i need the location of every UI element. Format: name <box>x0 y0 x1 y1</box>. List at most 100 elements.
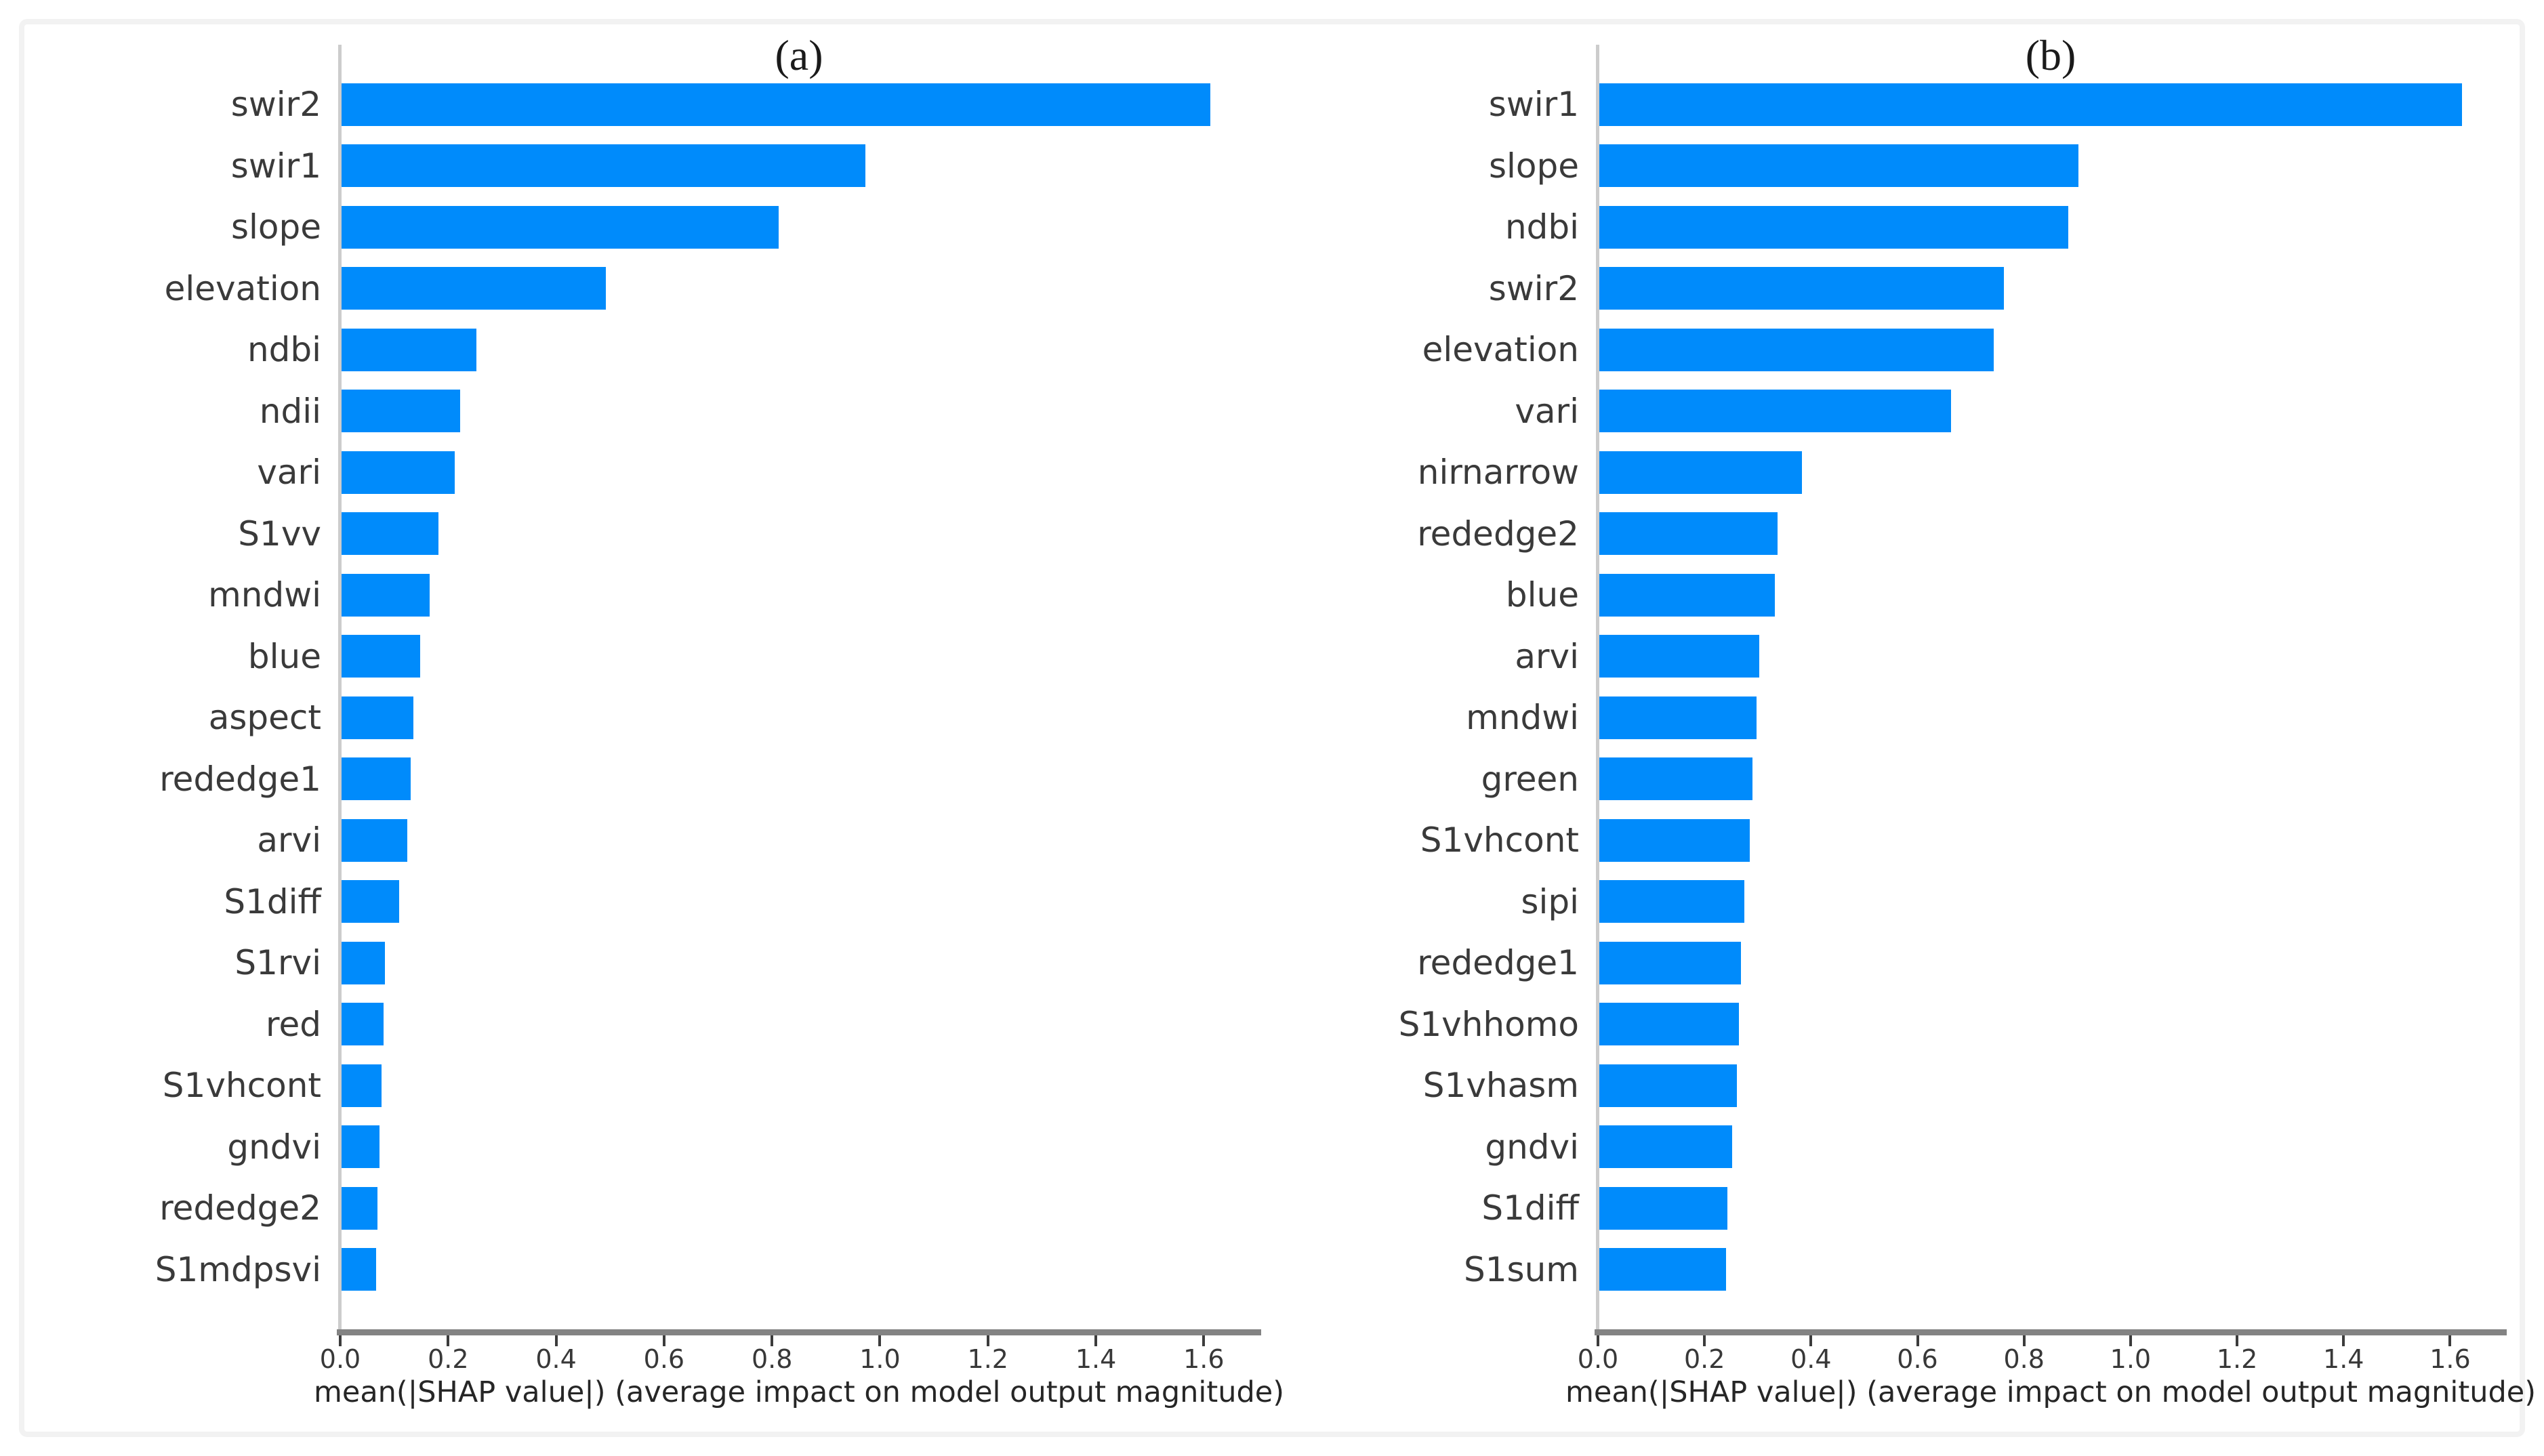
chart-b-y-axis-line <box>1596 45 1599 1329</box>
chart-b-bar-nirnarrow <box>1599 451 1802 494</box>
chart-a-x-tick-mark-1.4 <box>1094 1335 1098 1346</box>
chart-a-x-tick-label-0.2: 0.2 <box>428 1344 469 1374</box>
chart-a-category-label-vari: vari <box>257 453 321 492</box>
chart-a-x-tick-mark-1.6 <box>1202 1335 1206 1346</box>
chart-b-x-tick-label-1.0: 1.0 <box>2110 1344 2152 1374</box>
chart-b-x-tick-mark-1.4 <box>2342 1335 2345 1346</box>
chart-a-category-label-S1rvi: S1rvi <box>234 943 321 982</box>
chart-b-x-tick-mark-0.2 <box>1703 1335 1706 1346</box>
chart-b-category-label-swir2: swir2 <box>1488 268 1579 308</box>
chart-b-category-label-rededge1: rededge1 <box>1417 943 1579 982</box>
chart-a-category-label-red: red <box>266 1004 321 1044</box>
chart-a-bar-elevation <box>342 267 607 310</box>
chart-b-bar-S1diff <box>1599 1186 1727 1230</box>
chart-a-bar-ndii <box>342 390 461 432</box>
chart-a-bar-S1vv <box>342 512 439 555</box>
chart-b-category-label-elevation: elevation <box>1422 330 1579 369</box>
chart-a-category-label-gndvi: gndvi <box>227 1127 321 1167</box>
chart-b-category-label-slope: slope <box>1488 146 1579 186</box>
chart-a-x-tick-label-0.8: 0.8 <box>751 1344 793 1374</box>
chart-a-x-axis-line <box>337 1329 1261 1335</box>
chart-a-category-label-ndbi: ndbi <box>247 330 321 369</box>
chart-b-x-tick-label-1.2: 1.2 <box>2216 1344 2258 1374</box>
chart-a-bar-slope <box>342 205 779 249</box>
chart-a-category-label-mndwi: mndwi <box>208 575 321 615</box>
chart-b-x-tick-mark-0.6 <box>1916 1335 1919 1346</box>
chart-b-x-tick-mark-1.2 <box>2236 1335 2239 1346</box>
chart-b-category-label-S1vhasm: S1vhasm <box>1422 1066 1579 1105</box>
chart-b-x-tick-mark-0.0 <box>1597 1335 1599 1346</box>
chart-b-category-label-rededge2: rededge2 <box>1417 514 1579 554</box>
chart-b-x-tick-label-1.6: 1.6 <box>2429 1344 2471 1374</box>
chart-a-x-tick-mark-0.2 <box>447 1335 450 1346</box>
chart-a-bar-swir1 <box>342 144 865 187</box>
chart-a-category-label-S1mdpsvi: S1mdpsvi <box>155 1249 321 1289</box>
chart-a-category-label-S1vhcont: S1vhcont <box>162 1066 321 1105</box>
chart-b-bar-vari <box>1599 390 1951 432</box>
chart-b-bar-mndwi <box>1599 696 1757 739</box>
chart-a-bar-rededge1 <box>342 757 411 800</box>
chart-b-category-label-S1sum: S1sum <box>1464 1249 1579 1289</box>
chart-a-x-tick-label-1.6: 1.6 <box>1183 1344 1225 1374</box>
chart-a-bar-rededge2 <box>342 1186 378 1230</box>
chart-b-category-label-nirnarrow: nirnarrow <box>1417 453 1579 492</box>
chart-b-x-tick-mark-1.0 <box>2129 1335 2132 1346</box>
chart-b-bar-elevation <box>1599 328 1994 371</box>
chart-a-bar-red <box>342 1003 384 1045</box>
chart-b-x-tick-mark-0.8 <box>2022 1335 2026 1346</box>
chart-b-category-label-sipi: sipi <box>1521 881 1579 921</box>
chart-a-category-label-swir1: swir1 <box>230 146 321 186</box>
chart-a-category-label-ndii: ndii <box>259 391 321 431</box>
chart-b-x-axis-line <box>1595 1329 2507 1335</box>
chart-a-category-label-arvi: arvi <box>257 820 321 860</box>
chart-b-category-label-blue: blue <box>1505 575 1579 615</box>
chart-a-category-label-S1vv: S1vv <box>238 514 321 554</box>
chart-a-bar-vari <box>342 451 455 494</box>
chart-b-x-tick-label-0.8: 0.8 <box>2003 1344 2045 1374</box>
chart-a-x-tick-label-1.4: 1.4 <box>1075 1344 1117 1374</box>
chart-b-category-label-arvi: arvi <box>1515 636 1579 676</box>
chart-a-x-tick-mark-0.8 <box>771 1335 774 1346</box>
chart-b-bar-S1vhasm <box>1599 1064 1737 1107</box>
chart-a-y-axis-line <box>338 45 342 1329</box>
chart-b-bar-slope <box>1599 144 2079 187</box>
chart-b-bar-green <box>1599 757 1753 800</box>
chart-b-x-tick-mark-0.4 <box>1809 1335 1813 1346</box>
chart-b-category-label-S1vhcont: S1vhcont <box>1420 820 1579 860</box>
chart-b-title: (b) <box>2025 31 2076 79</box>
chart-b-category-label-gndvi: gndvi <box>1485 1127 1579 1167</box>
chart-b-category-label-ndbi: ndbi <box>1504 207 1579 247</box>
chart-a-x-tick-mark-0.4 <box>554 1335 558 1346</box>
chart-a-x-tick-label-1.0: 1.0 <box>859 1344 901 1374</box>
chart-a-bar-ndbi <box>342 328 477 371</box>
chart-b-bar-ndbi <box>1599 205 2068 249</box>
chart-a-x-axis-label: mean(|SHAP value|) (average impact on mo… <box>313 1375 1285 1409</box>
chart-b-bar-rededge1 <box>1599 941 1742 984</box>
chart-b-bar-swir2 <box>1599 267 2005 310</box>
chart-a-bar-S1vhcont <box>342 1064 382 1107</box>
chart-a-bar-arvi <box>342 818 408 862</box>
chart-b-bar-arvi <box>1599 635 1759 678</box>
chart-a-category-label-elevation: elevation <box>164 268 321 308</box>
chart-b-x-tick-label-0.2: 0.2 <box>1683 1344 1725 1374</box>
chart-b-x-tick-label-1.4: 1.4 <box>2323 1344 2364 1374</box>
chart-a-x-tick-mark-0.6 <box>662 1335 665 1346</box>
chart-b-bar-S1sum <box>1599 1248 1727 1291</box>
chart-a-x-tick-mark-1.2 <box>986 1335 989 1346</box>
chart-b-category-label-S1diff: S1diff <box>1481 1188 1579 1228</box>
chart-b-category-label-vari: vari <box>1515 391 1579 431</box>
chart-a-category-label-blue: blue <box>247 636 321 676</box>
chart-b-x-tick-label-0.4: 0.4 <box>1790 1344 1832 1374</box>
chart-a-x-tick-label-0.0: 0.0 <box>319 1344 361 1374</box>
chart-a-category-label-rededge2: rededge2 <box>159 1188 321 1228</box>
chart-b-category-label-green: green <box>1481 759 1579 799</box>
chart-b-category-label-S1vhhomo: S1vhhomo <box>1398 1004 1579 1044</box>
chart-b-bar-sipi <box>1599 880 1744 923</box>
chart-a-bar-swir2 <box>342 83 1211 126</box>
chart-a-category-label-slope: slope <box>230 207 321 247</box>
chart-a-x-tick-label-0.6: 0.6 <box>643 1344 685 1374</box>
chart-a-x-tick-label-0.4: 0.4 <box>535 1344 577 1374</box>
chart-a-x-tick-mark-1.0 <box>878 1335 882 1346</box>
chart-b-bar-rededge2 <box>1599 512 1778 555</box>
